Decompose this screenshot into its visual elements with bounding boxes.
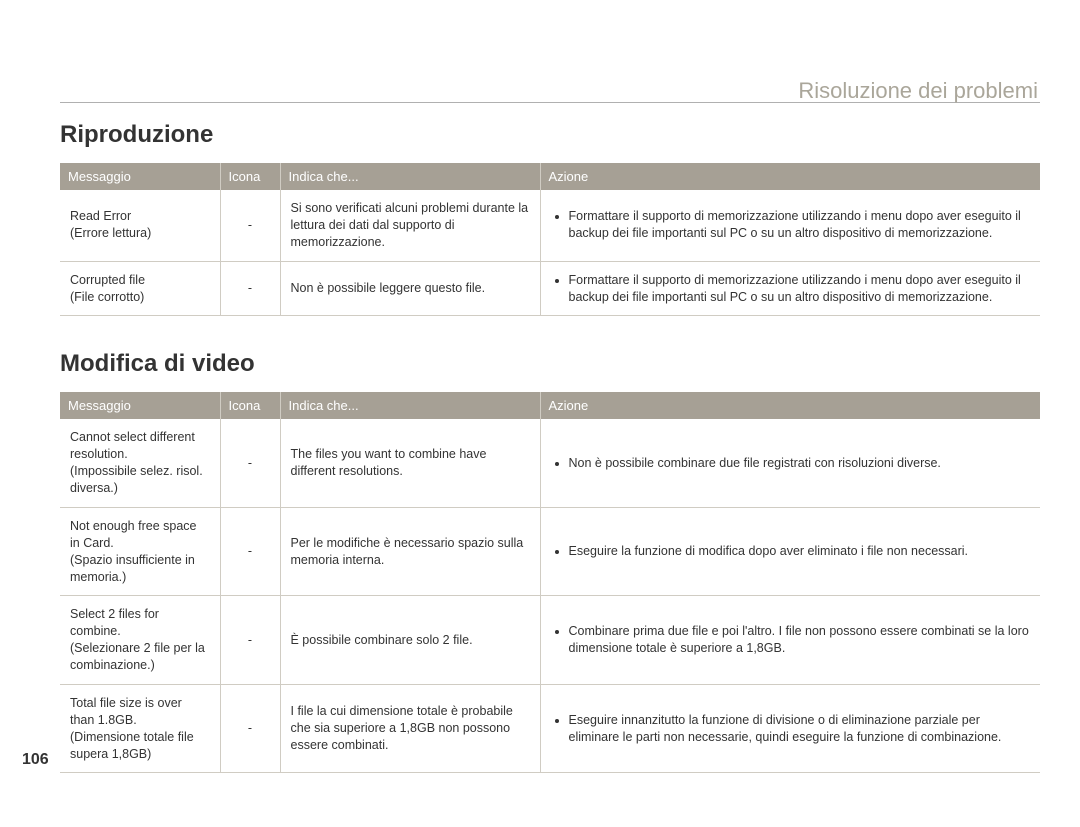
cell-icona: - [220, 261, 280, 316]
cell-messaggio: Cannot select different resolution. (Imp… [60, 419, 220, 507]
msg-sub: (Spazio insufficiente in memoria.) [70, 552, 210, 586]
cell-icona: - [220, 596, 280, 685]
cell-indica: Si sono verificati alcuni problemi duran… [280, 190, 540, 261]
cell-messaggio: Read Error (Errore lettura) [60, 190, 220, 261]
azione-list: Formattare il supporto di memorizzazione… [551, 272, 1031, 306]
col-header-azione: Azione [540, 163, 1040, 190]
msg-main: Corrupted file [70, 272, 210, 289]
cell-indica: I file la cui dimensione totale è probab… [280, 684, 540, 773]
azione-item: Combinare prima due file e poi l'altro. … [569, 623, 1031, 657]
page-category-title: Risoluzione dei problemi [798, 78, 1038, 104]
msg-sub: (Errore lettura) [70, 225, 210, 242]
col-header-indica: Indica che... [280, 163, 540, 190]
azione-list: Combinare prima due file e poi l'altro. … [551, 623, 1031, 657]
azione-list: Non è possibile combinare due file regis… [551, 455, 1031, 472]
cell-icona: - [220, 507, 280, 596]
msg-sub: (Selezionare 2 file per la combinazione.… [70, 640, 210, 674]
msg-sub: (Dimensione totale file supera 1,8GB) [70, 729, 210, 763]
cell-azione: Formattare il supporto di memorizzazione… [540, 261, 1040, 316]
col-header-icona: Icona [220, 163, 280, 190]
cell-icona: - [220, 190, 280, 261]
cell-messaggio: Not enough free space in Card. (Spazio i… [60, 507, 220, 596]
azione-item: Non è possibile combinare due file regis… [569, 455, 1031, 472]
azione-list: Formattare il supporto di memorizzazione… [551, 208, 1031, 242]
cell-azione: Non è possibile combinare due file regis… [540, 419, 1040, 507]
cell-azione: Eseguire la funzione di modifica dopo av… [540, 507, 1040, 596]
cell-icona: - [220, 684, 280, 773]
msg-main: Not enough free space in Card. [70, 518, 210, 552]
cell-indica: È possibile combinare solo 2 file. [280, 596, 540, 685]
table-row: Not enough free space in Card. (Spazio i… [60, 507, 1040, 596]
azione-item: Formattare il supporto di memorizzazione… [569, 208, 1031, 242]
table-riproduzione: Messaggio Icona Indica che... Azione Rea… [60, 163, 1040, 316]
azione-item: Formattare il supporto di memorizzazione… [569, 272, 1031, 306]
cell-messaggio: Corrupted file (File corrotto) [60, 261, 220, 316]
azione-item: Eseguire innanzitutto la funzione di div… [569, 712, 1031, 746]
col-header-indica: Indica che... [280, 392, 540, 419]
msg-main: Total file size is over than 1.8GB. [70, 695, 210, 729]
msg-main: Select 2 files for combine. [70, 606, 210, 640]
col-header-messaggio: Messaggio [60, 392, 220, 419]
table-row: Corrupted file (File corrotto) - Non è p… [60, 261, 1040, 316]
section-title-riproduzione: Riproduzione [60, 121, 1040, 149]
cell-icona: - [220, 419, 280, 507]
cell-messaggio: Total file size is over than 1.8GB. (Dim… [60, 684, 220, 773]
cell-indica: Non è possibile leggere questo file. [280, 261, 540, 316]
table-modifica: Messaggio Icona Indica che... Azione Can… [60, 392, 1040, 773]
col-header-messaggio: Messaggio [60, 163, 220, 190]
col-header-azione: Azione [540, 392, 1040, 419]
cell-azione: Combinare prima due file e poi l'altro. … [540, 596, 1040, 685]
table-header-row: Messaggio Icona Indica che... Azione [60, 163, 1040, 190]
msg-sub: (Impossibile selez. risol. diversa.) [70, 463, 210, 497]
cell-messaggio: Select 2 files for combine. (Selezionare… [60, 596, 220, 685]
azione-list: Eseguire la funzione di modifica dopo av… [551, 543, 1031, 560]
table-row: Total file size is over than 1.8GB. (Dim… [60, 684, 1040, 773]
cell-azione: Eseguire innanzitutto la funzione di div… [540, 684, 1040, 773]
col-header-icona: Icona [220, 392, 280, 419]
cell-indica: Per le modifiche è necessario spazio sul… [280, 507, 540, 596]
page-number: 106 [22, 751, 49, 769]
section-title-modifica: Modifica di video [60, 350, 1040, 378]
cell-azione: Formattare il supporto di memorizzazione… [540, 190, 1040, 261]
table-row: Cannot select different resolution. (Imp… [60, 419, 1040, 507]
table-header-row: Messaggio Icona Indica che... Azione [60, 392, 1040, 419]
cell-indica: The files you want to combine have diffe… [280, 419, 540, 507]
msg-main: Read Error [70, 208, 210, 225]
msg-main: Cannot select different resolution. [70, 429, 210, 463]
azione-list: Eseguire innanzitutto la funzione di div… [551, 712, 1031, 746]
table-row: Select 2 files for combine. (Selezionare… [60, 596, 1040, 685]
table-row: Read Error (Errore lettura) - Si sono ve… [60, 190, 1040, 261]
msg-sub: (File corrotto) [70, 289, 210, 306]
azione-item: Eseguire la funzione di modifica dopo av… [569, 543, 1031, 560]
